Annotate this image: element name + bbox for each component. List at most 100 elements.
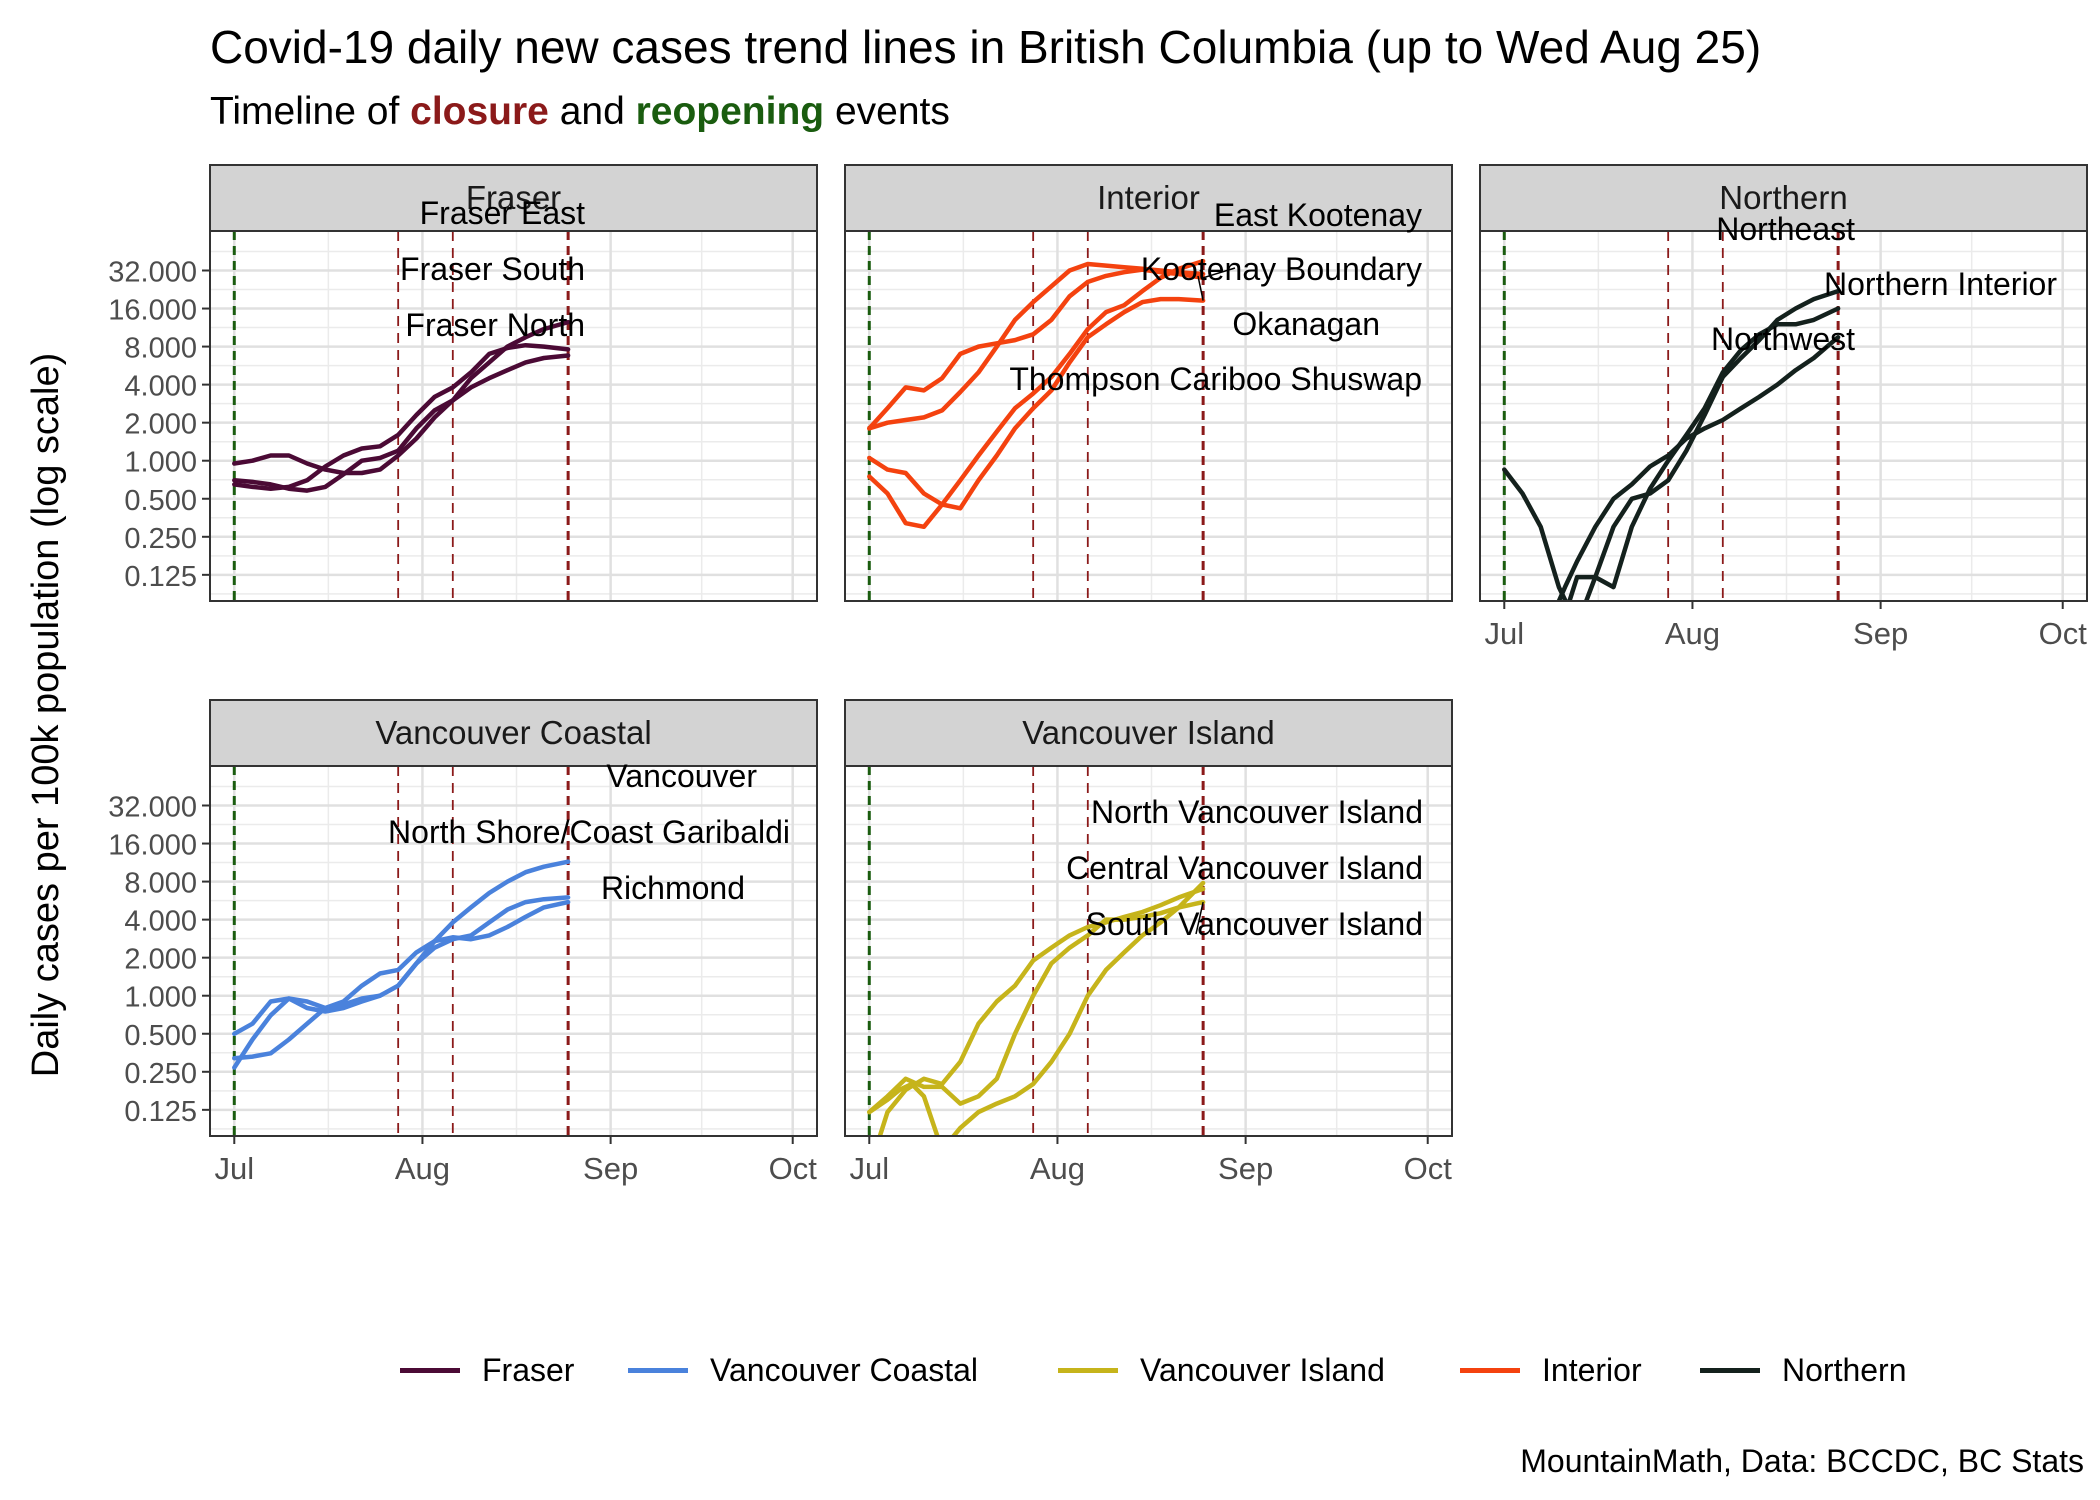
gridlines	[845, 766, 1452, 1136]
legend-label: Vancouver Coastal	[710, 1351, 978, 1388]
y-tick-label: 0.500	[124, 485, 197, 517]
panel-border	[209, 230, 818, 602]
x-tick-label: Aug	[1030, 1151, 1085, 1186]
y-tick-label: 4.000	[124, 906, 197, 938]
gridlines	[845, 231, 1452, 601]
series-line-okanagan	[867, 296, 1206, 511]
series-line-central-vancouver-island	[877, 886, 1206, 1136]
y-tick-label: 0.125	[124, 561, 197, 593]
y-tick-label: 2.000	[124, 944, 197, 976]
series-lines	[1502, 288, 1841, 601]
panel-border	[1479, 230, 2088, 602]
legend-swatch	[1700, 1367, 1760, 1373]
event-lines	[232, 766, 570, 1136]
y-tick-label: 8.000	[124, 333, 197, 365]
legend-item-interior: Interior	[1460, 1345, 1642, 1395]
panel-border	[209, 765, 818, 1137]
series-label-northwest: Northwest	[1711, 321, 1855, 357]
facet-strip-label: Northern	[1719, 179, 1847, 216]
x-tick-label: Jul	[849, 1151, 889, 1186]
y-tick-label: 1.000	[124, 447, 197, 479]
legend-swatch	[1058, 1367, 1118, 1373]
series-line-northwest	[1556, 334, 1841, 601]
label-leader-line	[1197, 275, 1204, 301]
series-label-fraser-south: Fraser South	[400, 251, 585, 287]
y-tick-label: 8.000	[124, 868, 197, 900]
panel-border	[844, 230, 1453, 602]
x-tick-label: Aug	[395, 1151, 450, 1186]
legend-swatch	[628, 1367, 688, 1373]
legend-label: Interior	[1542, 1351, 1642, 1388]
subtitle-prefix: Timeline of	[210, 90, 411, 133]
chart-subtitle: Timeline of closure and reopening events	[210, 90, 950, 134]
x-tick-label: Sep	[1853, 616, 1908, 651]
event-lines	[867, 231, 1205, 601]
x-tick-label: Jul	[214, 1151, 254, 1186]
legend-label: Vancouver Island	[1140, 1351, 1385, 1388]
chart-title: Covid-19 daily new cases trend lines in …	[210, 21, 1762, 73]
legend-label: Northern	[1782, 1351, 1907, 1388]
x-tick-label: Sep	[583, 1151, 638, 1186]
legend-item-vancouver-coastal: Vancouver Coastal	[628, 1345, 978, 1395]
subtitle-suffix: events	[824, 90, 950, 133]
x-tick-label: Oct	[2039, 616, 2088, 651]
series-label-south-vancouver-island: South Vancouver Island	[1086, 906, 1423, 942]
series-label-east-kootenay: East Kootenay	[1214, 197, 1422, 233]
series-line-fraser-north	[232, 353, 571, 493]
event-lines	[867, 766, 1205, 1136]
panel-background	[1480, 231, 2087, 601]
facet-strip-label: Fraser	[466, 179, 561, 216]
y-tick-label: 32.000	[108, 791, 197, 823]
series-line-northern-interior	[1567, 306, 1841, 601]
y-tick-label: 0.250	[124, 1058, 197, 1090]
x-tick-label: Aug	[1665, 616, 1720, 651]
x-tick-label: Jul	[1484, 616, 1524, 651]
y-tick-label: 4.000	[124, 371, 197, 403]
facet-strip	[209, 699, 818, 767]
y-tick-label: 0.500	[124, 1020, 197, 1052]
subtitle-closure: closure	[410, 90, 549, 133]
facet-strip	[209, 164, 818, 232]
panel-border	[844, 765, 1453, 1137]
x-tick-label: Sep	[1218, 1151, 1273, 1186]
gridlines	[210, 766, 817, 1136]
panel-background	[845, 766, 1452, 1136]
series-label-central-vancouver-island: Central Vancouver Island	[1066, 850, 1423, 886]
series-label-northern-interior: Northern Interior	[1824, 266, 2057, 302]
legend-swatch	[1460, 1367, 1520, 1373]
series-label-fraser-north: Fraser North	[405, 307, 585, 343]
series-lines	[232, 859, 571, 1070]
subtitle-reopening: reopening	[635, 90, 825, 133]
facet-strip-label: Interior	[1097, 179, 1200, 216]
series-line-north-shore-coast-garibaldi	[232, 899, 571, 1070]
facet-strip-label: Vancouver Island	[1022, 714, 1275, 751]
chart-caption: MountainMath, Data: BCCDC, BC Stats	[1520, 1443, 2084, 1479]
series-lines	[867, 880, 1206, 1136]
panel-vancouver-coastal: Vancouver Coastal Vancouver North Shore/Co…	[108, 699, 818, 1186]
series-line-south-vancouver-island	[867, 899, 1206, 1115]
y-tick-label: 32.000	[108, 256, 197, 288]
y-axis-title: Daily cases per 100k population (log sca…	[25, 353, 67, 1078]
series-lines	[232, 319, 571, 493]
series-label-richmond: Richmond	[601, 870, 745, 906]
panel-background	[210, 766, 817, 1136]
panel-interior: Interior East Kootenay Kootenay Boundary Ok…	[844, 164, 1453, 602]
facet-strip	[844, 699, 1453, 767]
y-tick-label: 0.250	[124, 523, 197, 555]
facet-strip	[1479, 164, 2088, 232]
y-tick-label: 16.000	[108, 830, 197, 862]
label-leader-line	[1195, 901, 1204, 935]
series-label-kootenay-boundary: Kootenay Boundary	[1141, 251, 1422, 287]
series-label-thompson-cariboo-shuswap: Thompson Cariboo Shuswap	[1009, 361, 1422, 397]
y-tick-label: 0.125	[124, 1096, 197, 1128]
series-label-northeast: Northeast	[1716, 211, 1855, 247]
series-label-north-shore-coast-garibaldi: North Shore/Coast Garibaldi	[388, 814, 790, 850]
y-tick-label: 2.000	[124, 409, 197, 441]
x-tick-label: Oct	[1404, 1151, 1453, 1186]
event-lines	[232, 231, 570, 601]
label-leader-line	[1202, 267, 1236, 279]
legend-swatch	[400, 1367, 460, 1373]
